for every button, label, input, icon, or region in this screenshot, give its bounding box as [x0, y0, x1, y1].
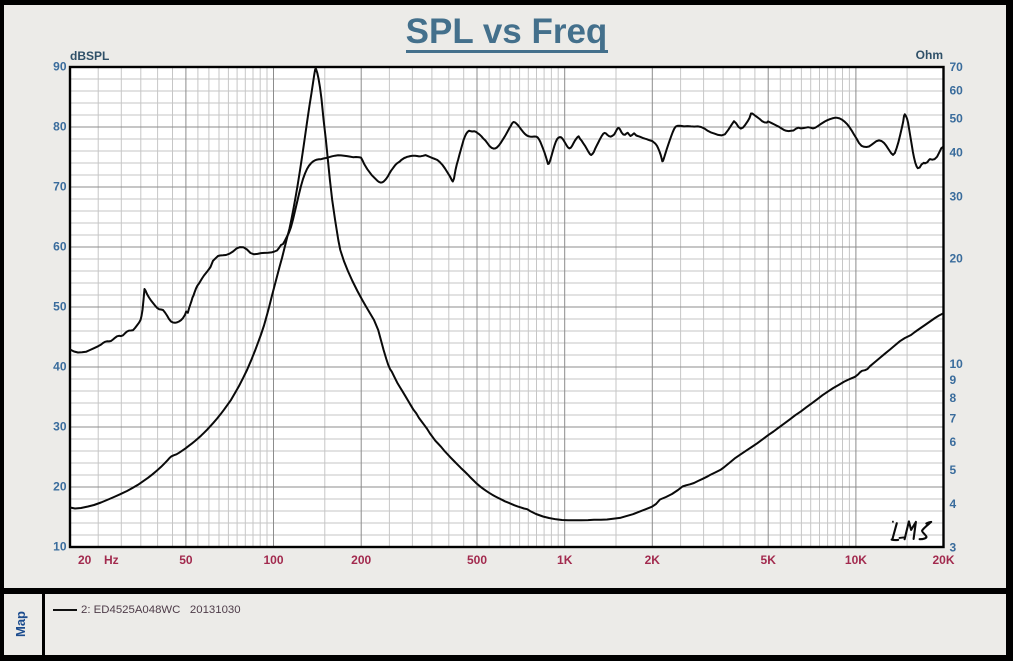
svg-text:500: 500 — [467, 553, 487, 567]
svg-text:Hz: Hz — [104, 553, 119, 567]
svg-text:1K: 1K — [557, 553, 573, 567]
svg-text:30: 30 — [950, 190, 964, 204]
svg-text:70: 70 — [53, 180, 67, 194]
svg-text:100: 100 — [263, 553, 283, 567]
svg-text:5K: 5K — [761, 553, 777, 567]
svg-text:2K: 2K — [645, 553, 661, 567]
svg-text:30: 30 — [53, 420, 67, 434]
svg-text:6: 6 — [950, 435, 957, 449]
svg-text:50: 50 — [179, 553, 193, 567]
svg-text:Ohm: Ohm — [916, 48, 943, 62]
svg-text:50: 50 — [53, 300, 67, 314]
svg-text:40: 40 — [950, 146, 964, 160]
svg-text:9: 9 — [950, 373, 957, 387]
svg-text:60: 60 — [950, 84, 964, 98]
svg-text:70: 70 — [950, 60, 964, 74]
svg-text:4: 4 — [950, 497, 957, 511]
svg-text:80: 80 — [53, 120, 67, 134]
svg-text:40: 40 — [53, 360, 67, 374]
svg-text:200: 200 — [351, 553, 371, 567]
svg-text:20: 20 — [950, 251, 964, 265]
svg-text:dBSPL: dBSPL — [70, 49, 109, 63]
svg-text:8: 8 — [950, 391, 957, 405]
svg-text:3: 3 — [950, 541, 957, 555]
svg-text:90: 90 — [53, 60, 67, 74]
svg-text:60: 60 — [53, 240, 67, 254]
svg-text:10: 10 — [950, 357, 964, 371]
svg-text:20: 20 — [78, 553, 92, 567]
svg-text:20K: 20K — [932, 553, 954, 567]
svg-text:7: 7 — [950, 411, 957, 425]
svg-text:50: 50 — [950, 112, 964, 126]
svg-text:10K: 10K — [845, 553, 867, 567]
svg-text:5: 5 — [950, 463, 957, 477]
svg-text:20: 20 — [53, 480, 67, 494]
svg-text:10: 10 — [53, 540, 67, 554]
